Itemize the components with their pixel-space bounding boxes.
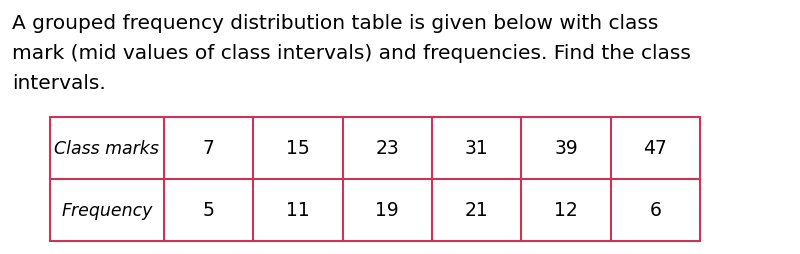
Text: 6: 6 <box>650 201 662 220</box>
Text: mark (mid values of class intervals) and frequencies. Find the class: mark (mid values of class intervals) and… <box>12 44 691 63</box>
Text: 23: 23 <box>375 139 399 158</box>
Text: 15: 15 <box>286 139 310 158</box>
Text: 12: 12 <box>554 201 578 220</box>
Text: intervals.: intervals. <box>12 74 106 93</box>
Text: 11: 11 <box>286 201 310 220</box>
Text: 21: 21 <box>465 201 489 220</box>
Text: Frequency: Frequency <box>61 201 153 219</box>
Text: 39: 39 <box>554 139 578 158</box>
Text: A grouped frequency distribution table is given below with class: A grouped frequency distribution table i… <box>12 14 658 33</box>
Text: 19: 19 <box>375 201 399 220</box>
Text: 47: 47 <box>643 139 667 158</box>
Text: Class marks: Class marks <box>54 139 159 157</box>
Text: 5: 5 <box>202 201 214 220</box>
Text: 31: 31 <box>465 139 489 158</box>
Text: 7: 7 <box>202 139 214 158</box>
